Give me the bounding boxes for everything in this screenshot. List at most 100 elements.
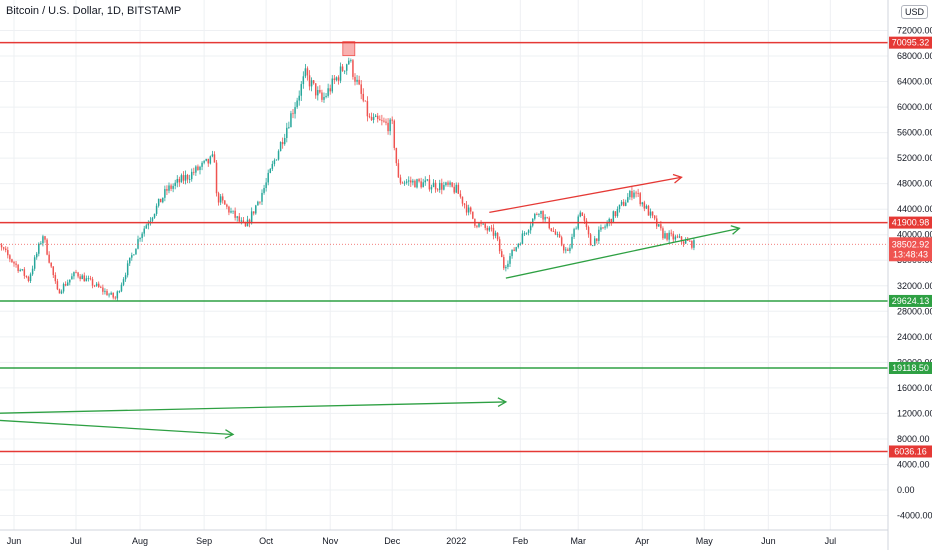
- last-price-countdown: 13:48:43: [893, 249, 928, 259]
- candle-body: [476, 225, 478, 227]
- candle-body: [393, 120, 396, 148]
- candle-body: [370, 116, 373, 120]
- candle-body: [662, 228, 664, 239]
- candle-body: [490, 227, 493, 229]
- candle-body: [379, 119, 381, 121]
- candle-body: [341, 66, 344, 72]
- candle-body: [550, 228, 553, 232]
- candle-body: [680, 236, 683, 242]
- candle-body: [610, 218, 613, 224]
- candle-body: [453, 186, 455, 193]
- candle-body: [455, 184, 458, 193]
- candle-body: [401, 182, 404, 184]
- candle-body: [606, 222, 608, 227]
- y-tick-label: 32000.00: [897, 281, 932, 291]
- candle-body: [593, 238, 596, 246]
- x-tick-label: Apr: [635, 536, 649, 546]
- candle-body: [426, 179, 429, 181]
- candle-body: [352, 60, 354, 77]
- candle-body: [405, 181, 408, 183]
- candle-body: [0, 244, 3, 248]
- candle-body: [100, 286, 102, 288]
- candle-body: [691, 241, 693, 248]
- candle-body: [362, 93, 365, 101]
- candle-body: [108, 294, 110, 296]
- candle-body: [157, 198, 160, 206]
- candle-body: [492, 227, 495, 236]
- candle-body: [159, 198, 162, 203]
- candle-body: [463, 203, 466, 205]
- candle-body: [319, 89, 321, 93]
- x-tick-label: Mar: [570, 536, 586, 546]
- trendline-arrow-channel-lower: [730, 225, 741, 235]
- candle-body: [494, 232, 497, 236]
- y-axis: 72000.00 68000.00 64000.00 60000.00 56000.00…: [887, 0, 932, 550]
- candle-body: [374, 115, 377, 117]
- candle-body: [430, 187, 433, 190]
- candle-body: [467, 207, 470, 213]
- candle-body: [403, 182, 406, 184]
- candle-body: [277, 151, 280, 160]
- candle-body: [48, 254, 50, 263]
- candle-body: [498, 239, 501, 252]
- x-tick-label: Jul: [70, 536, 82, 546]
- candle-body: [571, 236, 573, 248]
- currency-badge[interactable]: USD: [901, 5, 929, 19]
- candle-body: [294, 107, 296, 114]
- candle-body: [376, 115, 379, 120]
- candle-body: [325, 95, 327, 97]
- y-tick-label: 8000.00: [897, 434, 930, 444]
- x-axis: Jun Jul Aug Sep Oct Nov Dec 2022 Feb Mar Apr May Jun…: [0, 529, 888, 546]
- candle-body: [337, 77, 340, 81]
- candle-body: [87, 278, 90, 280]
- last-price-label: 38502.92: [892, 239, 930, 249]
- candle-body: [211, 154, 214, 157]
- candle-body: [672, 233, 675, 240]
- x-tick-label: Feb: [513, 536, 529, 546]
- candle-body: [312, 80, 315, 84]
- candle-body: [461, 196, 464, 204]
- candle-body: [209, 156, 212, 164]
- x-tick-label: May: [696, 536, 714, 546]
- candle-body: [135, 248, 137, 255]
- candle-body: [124, 275, 127, 280]
- trendline-channel-upper: [489, 176, 682, 214]
- candle-body: [226, 204, 228, 207]
- candle-body: [188, 179, 191, 180]
- candle-body: [193, 171, 195, 173]
- candle-body: [602, 227, 604, 229]
- candle-body: [120, 284, 123, 292]
- level-badge-support-mid: [889, 294, 932, 307]
- candle-body: [71, 276, 73, 280]
- candle-body: [664, 233, 666, 239]
- candle-body: [565, 249, 567, 251]
- candle-body: [484, 223, 486, 228]
- candle-body: [38, 243, 40, 254]
- candle-body: [170, 185, 172, 189]
- candle-body: [478, 223, 480, 227]
- candle-body: [451, 182, 453, 187]
- candle-body: [436, 189, 439, 191]
- candle-body: [472, 211, 474, 219]
- candle-body: [529, 225, 532, 231]
- candle-body: [434, 182, 437, 190]
- candle-body: [457, 184, 460, 194]
- candle-body: [635, 192, 637, 194]
- candle-body: [263, 188, 265, 193]
- candle-body: [523, 233, 526, 235]
- candle-body: [97, 283, 100, 287]
- candle-body: [166, 189, 168, 191]
- candle-body: [234, 210, 236, 218]
- candle-body: [62, 284, 65, 292]
- candle-body: [575, 228, 577, 230]
- candle-body: [350, 60, 352, 62]
- candle-body: [598, 229, 600, 241]
- candle-body: [596, 238, 598, 241]
- candle-body: [168, 185, 170, 191]
- candle-body: [265, 182, 267, 189]
- x-tick-label: Dec: [384, 536, 401, 546]
- candle-body: [624, 202, 627, 206]
- candle-body: [213, 154, 216, 163]
- candle-body: [554, 231, 557, 235]
